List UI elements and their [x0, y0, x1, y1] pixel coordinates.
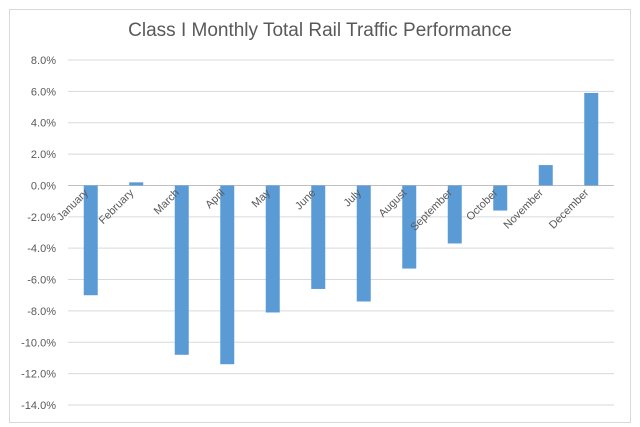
y-tick-label: 0.0%	[31, 180, 56, 192]
bar-september	[447, 185, 462, 244]
x-tick-label: December	[547, 187, 592, 232]
bar-november	[538, 165, 553, 186]
bar-january	[83, 185, 98, 296]
x-tick-label: November	[502, 187, 547, 232]
y-tick-label: -14.0%	[21, 400, 56, 412]
bar-may	[265, 185, 280, 313]
y-tick-label: -2.0%	[27, 212, 56, 224]
y-tick-label: 2.0%	[31, 149, 56, 161]
x-tick-label: February	[97, 187, 137, 227]
y-tick-label: -8.0%	[27, 306, 56, 318]
y-tick-label: -12.0%	[21, 369, 56, 381]
y-tick-label: -10.0%	[21, 337, 56, 349]
chart-title: Class I Monthly Total Rail Traffic Perfo…	[128, 20, 512, 41]
y-tick-label: -6.0%	[27, 275, 56, 287]
bar-december	[584, 92, 599, 186]
bar-october	[493, 185, 508, 211]
y-tick-label: 8.0%	[31, 55, 56, 67]
bar-august	[402, 185, 417, 269]
bar-july	[356, 185, 371, 302]
bar-february	[129, 182, 144, 186]
y-tick-label: 4.0%	[31, 118, 56, 130]
bar-april	[220, 185, 235, 365]
bar-june	[311, 185, 326, 289]
y-tick-label: 6.0%	[31, 86, 56, 98]
y-tick-label: -4.0%	[27, 243, 56, 255]
bar-march	[174, 185, 189, 355]
